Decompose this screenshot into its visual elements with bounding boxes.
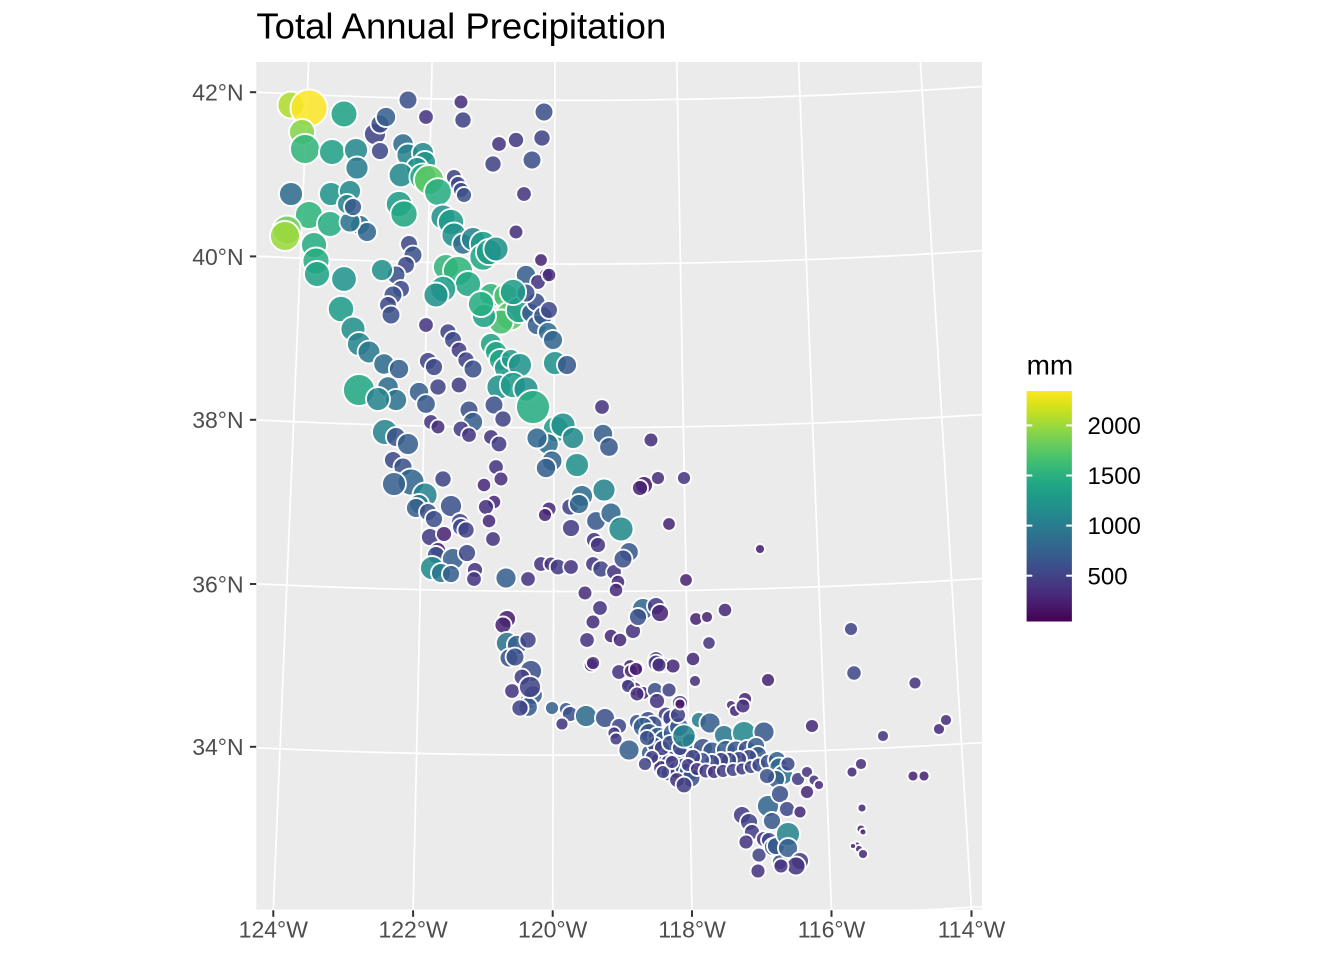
svg-text:36°N: 36°N <box>192 571 243 597</box>
svg-text:116°W: 116°W <box>798 917 866 943</box>
svg-text:118°W: 118°W <box>658 917 726 943</box>
svg-text:120°W: 120°W <box>518 917 588 943</box>
svg-text:38°N: 38°N <box>192 407 243 433</box>
svg-text:500: 500 <box>1088 563 1128 590</box>
svg-text:mm: mm <box>1027 349 1074 380</box>
svg-text:1500: 1500 <box>1088 463 1141 490</box>
svg-text:122°W: 122°W <box>378 917 448 943</box>
svg-text:42°N: 42°N <box>192 80 243 106</box>
svg-text:1000: 1000 <box>1088 513 1141 540</box>
svg-text:2000: 2000 <box>1088 413 1141 440</box>
svg-text:124°W: 124°W <box>239 917 309 943</box>
svg-text:40°N: 40°N <box>192 244 243 270</box>
svg-text:Total Annual Precipitation: Total Annual Precipitation <box>256 6 666 47</box>
svg-text:34°N: 34°N <box>192 734 243 760</box>
svg-text:114°W: 114°W <box>938 917 1006 943</box>
